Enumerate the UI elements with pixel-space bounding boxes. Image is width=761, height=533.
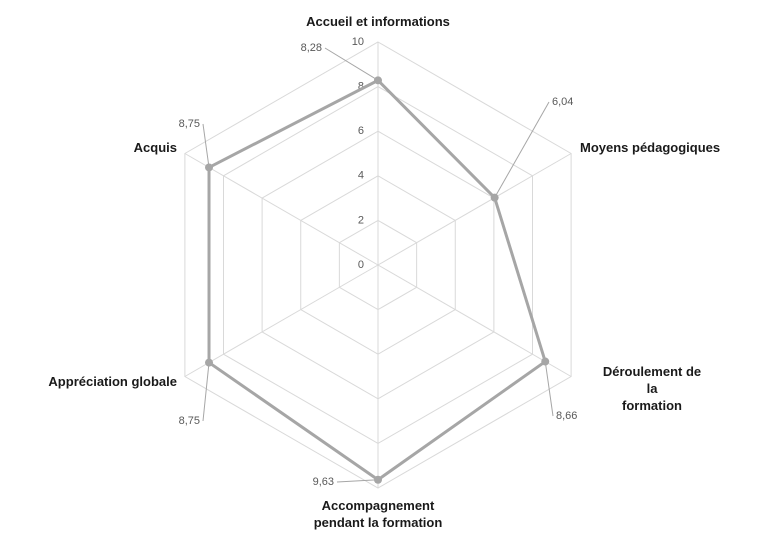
- data-point: [374, 76, 382, 85]
- value-label: 9,63: [313, 476, 334, 488]
- tick-label: 10: [352, 36, 364, 48]
- data-point: [374, 475, 382, 484]
- category-label: Appréciation globale: [48, 374, 177, 389]
- value-label: 6,04: [552, 96, 573, 108]
- leader-line: [202, 123, 210, 168]
- data-point: [205, 163, 214, 172]
- leader-line: [324, 47, 379, 81]
- value-label: 8,66: [556, 410, 577, 422]
- data-point: [205, 358, 214, 367]
- tick-label: 8: [358, 81, 364, 93]
- value-label: 8,75: [179, 415, 200, 427]
- spoke: [184, 153, 379, 266]
- data-point: [490, 193, 499, 202]
- tick-label: 6: [358, 125, 364, 137]
- category-label: Accueil et informations: [306, 14, 450, 29]
- data-point: [541, 357, 550, 366]
- leader-line: [494, 101, 550, 198]
- category-label: Déroulement de la formation: [602, 364, 702, 413]
- category-label: Moyens pédagogiques: [580, 140, 721, 155]
- category-label: Acquis: [133, 140, 177, 155]
- spoke: [377, 264, 572, 377]
- tick-label: 2: [358, 214, 364, 226]
- category-label: Accompagnement pendant la formation: [313, 498, 443, 530]
- tick-label: 4: [358, 170, 364, 182]
- tick-label: 0: [358, 259, 364, 271]
- leader-line: [336, 479, 379, 483]
- value-label: 8,28: [301, 42, 322, 54]
- spoke: [377, 153, 572, 266]
- value-label: 8,75: [179, 118, 200, 130]
- spoke: [184, 264, 379, 377]
- leader-line: [202, 362, 210, 422]
- leader-line: [544, 361, 554, 417]
